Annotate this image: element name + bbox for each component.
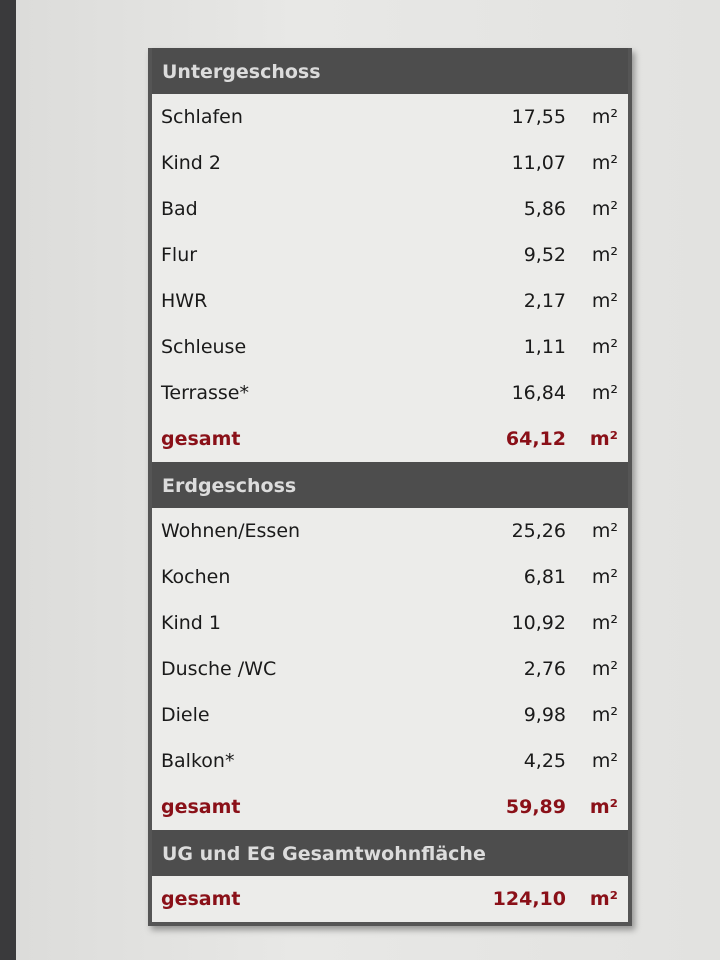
room-name: Flur xyxy=(161,244,198,266)
room-name: gesamt xyxy=(161,796,241,818)
room-name: Kind 1 xyxy=(161,612,221,634)
area-unit: m² xyxy=(589,888,618,910)
total-row: gesamt 59,89 m² xyxy=(152,784,628,830)
area-table: Untergeschoss Schlafen 17,55 m² Kind 2 11,07 m… xyxy=(148,48,632,926)
total-row: gesamt 64,12 m² xyxy=(152,416,628,462)
room-name: Schlafen xyxy=(161,106,243,128)
area-value: 59,89 xyxy=(505,796,566,818)
table-row: HWR 2,17 m² xyxy=(152,278,628,324)
area-value: 6,81 xyxy=(523,566,566,588)
table-row: Kind 1 10,92 m² xyxy=(152,600,628,646)
area-unit: m² xyxy=(591,336,618,358)
table-row: Kind 2 11,07 m² xyxy=(152,140,628,186)
area-value: 1,11 xyxy=(523,336,566,358)
section-header: Erdgeschoss xyxy=(152,462,628,508)
table-row: Kochen 6,81 m² xyxy=(152,554,628,600)
area-unit: m² xyxy=(591,198,618,220)
total-row: gesamt 124,10 m² xyxy=(152,876,628,922)
section-rows: Wohnen/Essen 25,26 m² Kochen 6,81 m² Kind 1 10,… xyxy=(152,508,628,830)
room-name: Wohnen/Essen xyxy=(161,520,301,542)
table-row: Dusche /WC 2,76 m² xyxy=(152,646,628,692)
section-header: Untergeschoss xyxy=(152,48,628,94)
room-name: Kind 2 xyxy=(161,152,221,174)
area-value: 2,76 xyxy=(523,658,566,680)
area-unit: m² xyxy=(591,244,618,266)
table-row: Bad 5,86 m² xyxy=(152,186,628,232)
section-header: UG und EG Gesamtwohnfläche xyxy=(152,830,628,876)
area-unit: m² xyxy=(591,290,618,312)
area-value: 17,55 xyxy=(511,106,566,128)
area-value: 16,84 xyxy=(511,382,566,404)
area-unit: m² xyxy=(591,750,618,772)
area-unit: m² xyxy=(589,428,618,450)
room-name: Kochen xyxy=(161,566,231,588)
area-unit: m² xyxy=(591,382,618,404)
section-rows: gesamt 124,10 m² xyxy=(152,876,628,922)
room-name: Balkon* xyxy=(161,750,235,772)
room-name: HWR xyxy=(161,290,208,312)
area-value: 25,26 xyxy=(511,520,566,542)
area-unit: m² xyxy=(591,658,618,680)
area-value: 124,10 xyxy=(492,888,566,910)
area-unit: m² xyxy=(591,520,618,542)
area-value: 9,98 xyxy=(523,704,566,726)
area-unit: m² xyxy=(591,704,618,726)
table-row: Balkon* 4,25 m² xyxy=(152,738,628,784)
area-value: 11,07 xyxy=(511,152,566,174)
room-name: gesamt xyxy=(161,888,241,910)
room-name: Dusche /WC xyxy=(161,658,277,680)
area-unit: m² xyxy=(591,566,618,588)
room-name: Bad xyxy=(161,198,198,220)
dark-edge xyxy=(0,0,16,960)
area-unit: m² xyxy=(591,152,618,174)
area-value: 64,12 xyxy=(505,428,566,450)
room-name: Schleuse xyxy=(161,336,247,358)
table-row: Wohnen/Essen 25,26 m² xyxy=(152,508,628,554)
room-name: Diele xyxy=(161,704,210,726)
area-value: 10,92 xyxy=(511,612,566,634)
room-name: Terrasse* xyxy=(161,382,249,404)
area-unit: m² xyxy=(591,106,618,128)
area-unit: m² xyxy=(589,796,618,818)
area-value: 4,25 xyxy=(523,750,566,772)
room-name: gesamt xyxy=(161,428,241,450)
area-value: 2,17 xyxy=(523,290,566,312)
table-row: Diele 9,98 m² xyxy=(152,692,628,738)
table-row: Flur 9,52 m² xyxy=(152,232,628,278)
area-unit: m² xyxy=(591,612,618,634)
table-row: Terrasse* 16,84 m² xyxy=(152,370,628,416)
area-value: 9,52 xyxy=(523,244,566,266)
area-value: 5,86 xyxy=(523,198,566,220)
table-row: Schleuse 1,11 m² xyxy=(152,324,628,370)
table-row: Schlafen 17,55 m² xyxy=(152,94,628,140)
section-rows: Schlafen 17,55 m² Kind 2 11,07 m² Bad 5,86 m² Flu… xyxy=(152,94,628,462)
